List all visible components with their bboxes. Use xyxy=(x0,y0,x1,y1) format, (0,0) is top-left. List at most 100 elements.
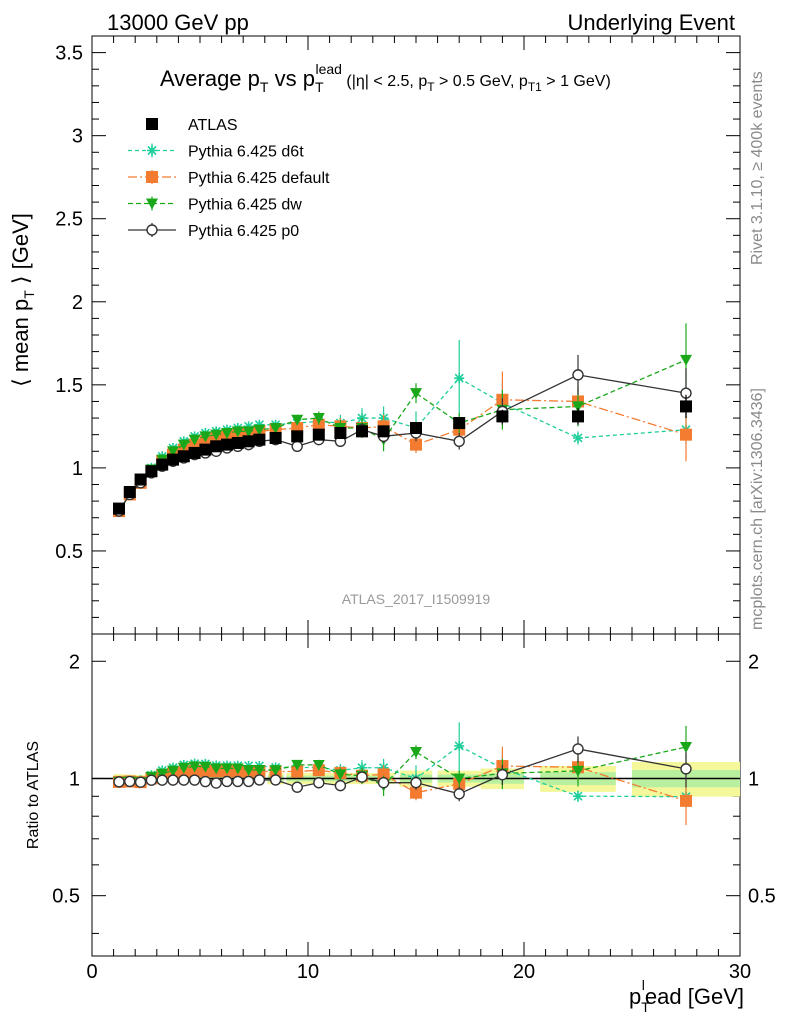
legend-marker xyxy=(146,198,158,210)
data-point xyxy=(123,485,136,498)
ratio-point xyxy=(156,768,169,780)
y-tick-label-ratio: 1 xyxy=(69,768,80,790)
ratio-point xyxy=(167,765,179,777)
y-axis-label-main: ⟨ mean pT ⟩ [GeV] xyxy=(8,213,37,387)
series-ratio-4 xyxy=(113,736,692,802)
data-point xyxy=(221,438,233,451)
legend-marker xyxy=(146,171,158,183)
plot-title: Average pT vs pTlead (|η| < 2.5, pT > 0.… xyxy=(160,61,611,95)
data-point xyxy=(167,446,179,458)
data-point xyxy=(572,401,584,413)
ratio-point xyxy=(188,774,201,786)
data-point xyxy=(253,424,266,436)
y-tick-label-main: 3 xyxy=(72,126,83,148)
data-point xyxy=(177,439,190,451)
axis-ticks: 0 10 20 30 0.5 1 1.5 2 2.5 3 3.5 0.5 0.5 1 1 2 2 xyxy=(52,35,776,983)
data-point xyxy=(242,426,255,438)
y-tick-label-main: 2.5 xyxy=(55,209,83,231)
data-point xyxy=(199,443,212,456)
data-point xyxy=(291,414,304,426)
series-main-3 xyxy=(113,323,692,518)
ratio-point xyxy=(188,761,201,773)
ratio-point xyxy=(113,776,125,788)
ratio-point xyxy=(221,763,233,775)
data-point xyxy=(410,422,422,435)
data-point xyxy=(269,423,282,435)
ratio-point xyxy=(253,774,266,786)
ratio-point xyxy=(410,786,422,799)
ratio-point xyxy=(269,774,282,786)
y-tick-label-ratio-right: 2 xyxy=(748,651,759,673)
legend-entry-4: Pythia 6.425 p0 xyxy=(128,223,299,240)
y-tick-label-main: 1 xyxy=(72,458,83,480)
ratio-point xyxy=(178,774,190,786)
data-point xyxy=(453,435,465,448)
ratio-point xyxy=(573,791,583,802)
data-point xyxy=(269,431,282,444)
analysis-watermark: ATLAS_2017_I1509919 xyxy=(342,591,491,607)
ratio-point xyxy=(334,769,347,781)
data-point xyxy=(210,429,223,441)
main-series-layer xyxy=(113,323,692,518)
ratio-point xyxy=(242,764,255,776)
ratio-point xyxy=(356,771,368,783)
legend-label: Pythia 6.425 default xyxy=(188,170,330,187)
y-tick-label-main: 0.5 xyxy=(55,541,83,563)
ratio-point xyxy=(453,788,465,800)
legend: ATLAS Pythia 6.425 d6t Pythia 6.425 defaul… xyxy=(128,117,330,240)
x-tick-label: 10 xyxy=(297,961,319,983)
data-point xyxy=(199,431,212,443)
ratio-point xyxy=(680,742,692,754)
header-right: Underlying Event xyxy=(567,10,735,35)
y-tick-label-ratio-right: 0.5 xyxy=(748,886,776,908)
legend-entry-3: Pythia 6.425 dw xyxy=(128,196,302,214)
legend-entry-2: Pythia 6.425 default xyxy=(128,170,330,187)
data-point xyxy=(188,446,201,459)
data-point xyxy=(410,438,422,451)
data-point xyxy=(242,435,255,448)
y-tick-label-main: 1.5 xyxy=(55,375,83,397)
data-point xyxy=(167,453,179,466)
data-point xyxy=(680,428,692,441)
ratio-point xyxy=(242,775,255,788)
series-main-0 xyxy=(113,394,692,515)
ratio-point xyxy=(680,794,692,807)
legend-label: Pythia 6.425 p0 xyxy=(188,223,299,240)
data-point xyxy=(453,417,466,430)
ratio-point xyxy=(253,765,266,777)
x-tick-label: 20 xyxy=(513,961,535,983)
data-point xyxy=(334,427,347,440)
ratio-point xyxy=(572,765,584,777)
ratio-point xyxy=(177,762,190,774)
x-tick-label: 0 xyxy=(86,961,97,983)
ratio-point xyxy=(232,775,244,788)
ratio-point xyxy=(134,776,147,788)
ratio-point xyxy=(313,777,325,789)
ratio-point xyxy=(410,776,422,789)
ratio-point xyxy=(312,759,325,771)
y-axis-label-ratio: Ratio to ATLAS xyxy=(25,741,42,849)
data-point xyxy=(356,425,368,438)
ratio-series-layer xyxy=(113,722,692,826)
legend-entry-0: ATLAS xyxy=(146,117,238,134)
data-point xyxy=(680,400,692,413)
ratio-point xyxy=(377,776,390,789)
data-point xyxy=(113,502,125,515)
y-tick-label-ratio: 0.5 xyxy=(52,886,80,908)
data-point xyxy=(312,413,325,425)
ratio-point xyxy=(269,765,282,777)
data-point xyxy=(680,354,692,366)
ratio-point xyxy=(453,773,466,785)
data-point xyxy=(145,465,158,478)
ratio-point xyxy=(291,759,304,771)
ratio-point xyxy=(572,743,584,755)
data-point xyxy=(231,426,244,438)
legend-label: ATLAS xyxy=(188,117,238,134)
ratio-point xyxy=(377,768,390,781)
legend-marker xyxy=(147,145,157,156)
header-left: 13000 GeV pp xyxy=(107,10,249,35)
ratio-point xyxy=(231,763,244,775)
rivet-label: Rivet 3.1.10, ≥ 400k events xyxy=(749,71,766,265)
x-axis-label: pTlead [GeV] xyxy=(629,977,744,1015)
legend-marker xyxy=(146,118,158,130)
